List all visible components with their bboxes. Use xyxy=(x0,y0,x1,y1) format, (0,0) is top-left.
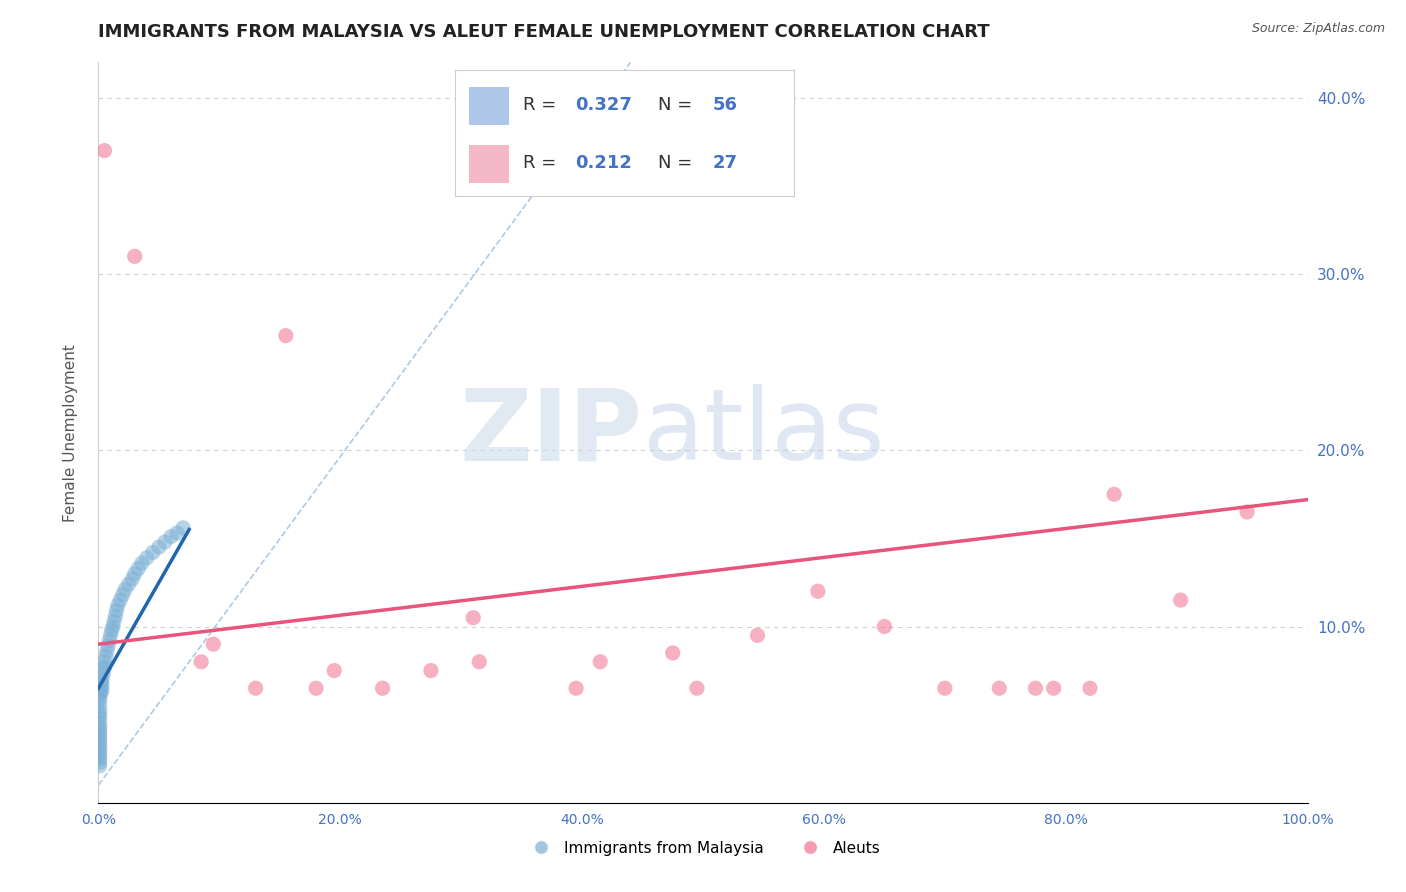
Point xyxy=(91,662,114,676)
Point xyxy=(190,655,212,669)
Point xyxy=(274,328,297,343)
Point xyxy=(89,727,111,741)
Y-axis label: Female Unemployment: Female Unemployment xyxy=(63,343,77,522)
Point xyxy=(245,681,267,696)
Point xyxy=(873,619,896,633)
Point xyxy=(91,667,114,681)
Point xyxy=(96,644,118,658)
Point xyxy=(1024,681,1046,696)
Legend: Immigrants from Malaysia, Aleuts: Immigrants from Malaysia, Aleuts xyxy=(520,835,886,862)
Point xyxy=(89,693,111,707)
Point xyxy=(89,685,111,699)
Point xyxy=(420,664,443,678)
Point xyxy=(111,588,134,602)
Point xyxy=(103,614,125,628)
Point xyxy=(89,711,111,725)
Point xyxy=(107,599,129,613)
Point xyxy=(97,639,120,653)
Text: IMMIGRANTS FROM MALAYSIA VS ALEUT FEMALE UNEMPLOYMENT CORRELATION CHART: IMMIGRANTS FROM MALAYSIA VS ALEUT FEMALE… xyxy=(98,23,990,41)
Point xyxy=(988,681,1011,696)
Point xyxy=(91,683,114,698)
Point xyxy=(93,144,115,158)
Point xyxy=(160,530,183,544)
Point xyxy=(105,604,128,618)
Point xyxy=(89,741,111,756)
Point xyxy=(89,731,111,745)
Point xyxy=(89,738,111,752)
Point xyxy=(305,681,328,696)
Point xyxy=(1170,593,1192,607)
Point xyxy=(118,577,141,591)
Point xyxy=(89,720,111,734)
Point xyxy=(91,673,114,687)
Point xyxy=(89,716,111,731)
Point xyxy=(91,678,114,692)
Point xyxy=(98,633,121,648)
Point xyxy=(686,681,709,696)
Point xyxy=(468,655,491,669)
Point xyxy=(142,545,165,559)
Point xyxy=(323,664,346,678)
Point xyxy=(89,704,111,718)
Point xyxy=(101,619,124,633)
Text: ZIP: ZIP xyxy=(460,384,643,481)
Point xyxy=(89,707,111,722)
Point xyxy=(1042,681,1064,696)
Point xyxy=(94,649,117,664)
Point xyxy=(93,655,115,669)
Point xyxy=(114,582,136,597)
Point xyxy=(100,623,122,637)
Point xyxy=(90,676,112,690)
Point xyxy=(747,628,769,642)
Point xyxy=(131,556,153,570)
Point xyxy=(104,609,127,624)
Point xyxy=(89,723,111,738)
Point xyxy=(565,681,588,696)
Point xyxy=(100,628,122,642)
Point xyxy=(124,249,146,263)
Point xyxy=(89,752,111,766)
Point xyxy=(90,686,112,700)
Point xyxy=(807,584,830,599)
Point xyxy=(661,646,683,660)
Point xyxy=(1236,505,1258,519)
Point xyxy=(89,690,111,704)
Point xyxy=(589,655,612,669)
Point xyxy=(127,561,149,575)
Point xyxy=(89,745,111,759)
Point xyxy=(172,521,194,535)
Point xyxy=(153,535,176,549)
Point xyxy=(121,572,143,586)
Point xyxy=(108,593,131,607)
Point xyxy=(89,698,111,713)
Point xyxy=(934,681,956,696)
Text: Source: ZipAtlas.com: Source: ZipAtlas.com xyxy=(1251,22,1385,36)
Point xyxy=(1078,681,1101,696)
Point xyxy=(90,681,112,696)
Point xyxy=(89,756,111,770)
Point xyxy=(371,681,394,696)
Point xyxy=(93,660,115,674)
Point xyxy=(1102,487,1125,501)
Point xyxy=(148,540,170,554)
Point xyxy=(89,748,111,763)
Point xyxy=(89,734,111,748)
Point xyxy=(124,566,146,581)
Point xyxy=(166,526,188,541)
Point xyxy=(463,610,485,624)
Point xyxy=(135,550,157,565)
Text: atlas: atlas xyxy=(643,384,884,481)
Point xyxy=(89,758,111,772)
Point xyxy=(202,637,225,651)
